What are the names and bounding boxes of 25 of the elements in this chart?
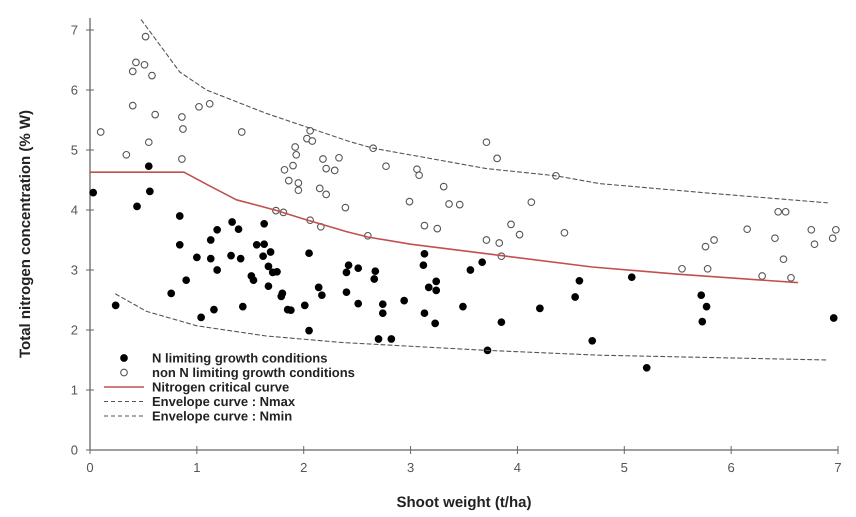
x-tick-label: 1 — [193, 460, 200, 475]
line-series — [89, 171, 798, 284]
x-tick-label: 5 — [620, 460, 628, 475]
x-tick-label: 2 — [300, 460, 308, 475]
line-series — [140, 19, 828, 204]
y-tick-label: 6 — [70, 82, 78, 98]
x-tick-label: 4 — [514, 460, 522, 475]
x-tick-label: 0 — [86, 460, 94, 475]
x-tick-label: 6 — [728, 460, 735, 475]
y-tick-label: 1 — [70, 382, 78, 398]
legend-label: N limiting growth conditions — [152, 350, 328, 366]
x-axis-title: Shoot weight (t/ha) — [396, 494, 532, 511]
y-axis-title: Total nitrogen concentration (% W) — [17, 110, 34, 358]
y-tick-label: 2 — [70, 322, 78, 338]
y-tick-label: 5 — [70, 142, 78, 158]
legend-label: non N limiting growth conditions — [152, 365, 355, 380]
legend-label: Nitrogen critical curve — [152, 380, 290, 395]
legend-label: Envelope curve : Nmin — [152, 408, 292, 424]
y-tick-label: 7 — [70, 22, 78, 38]
x-tick-label: 7 — [834, 460, 842, 475]
y-tick-label: 3 — [70, 262, 78, 278]
y-tick-label: 0 — [70, 442, 78, 458]
y-tick-label: 4 — [70, 202, 78, 218]
legend-label: Envelope curve : Nmax — [152, 394, 296, 410]
x-tick-label: 3 — [406, 460, 414, 475]
